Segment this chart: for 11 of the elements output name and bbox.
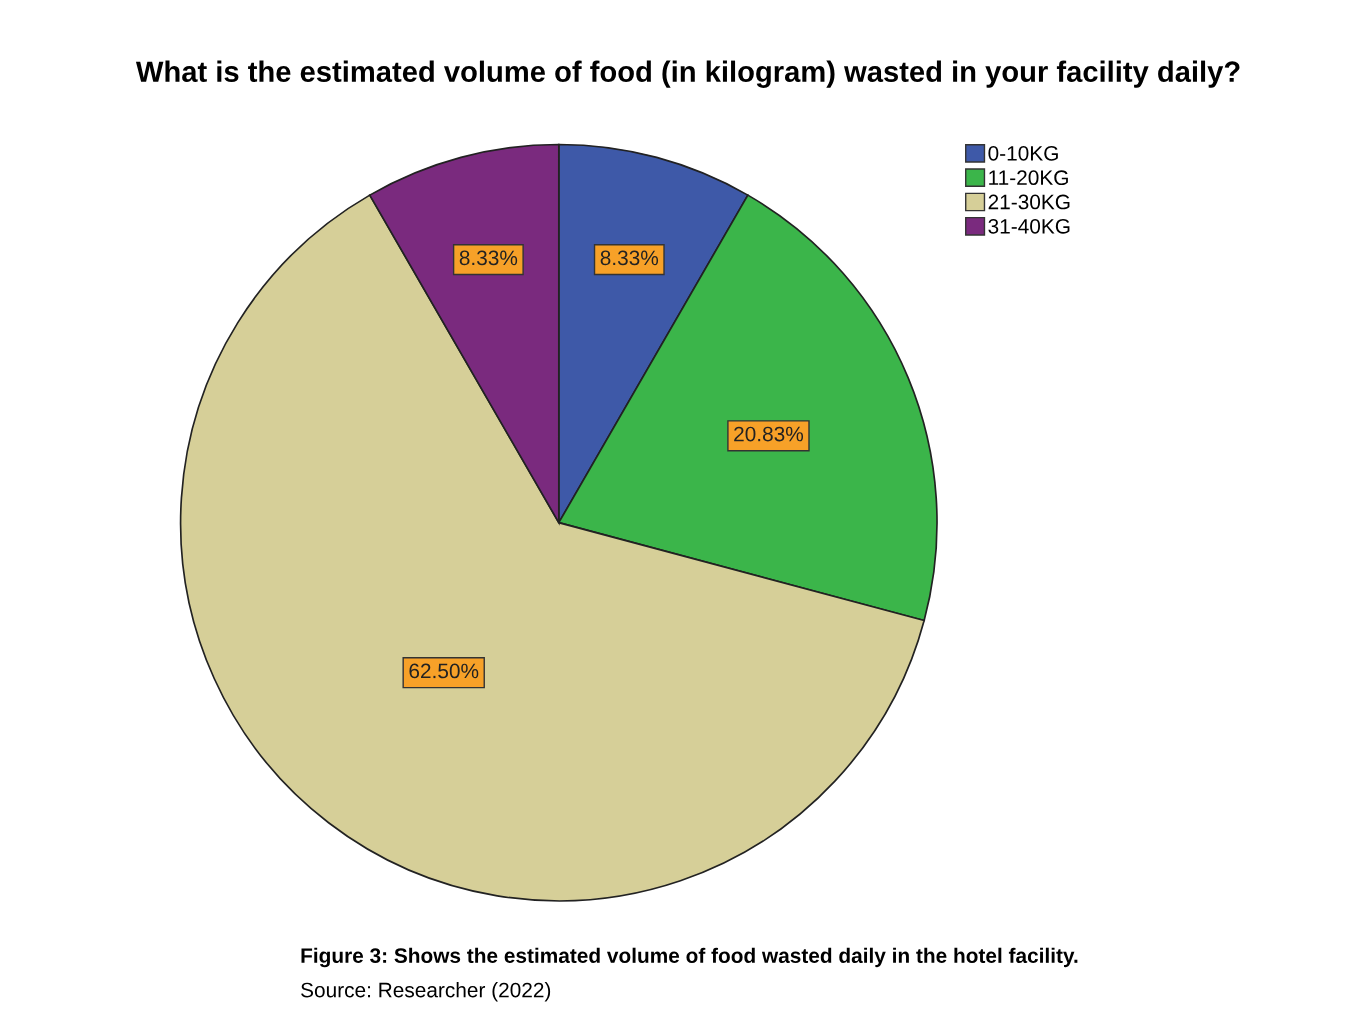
data-label: 62.50% [409, 663, 479, 679]
source-note: Source: Researcher (2022) [301, 982, 551, 1002]
legend-label: 21-30KG [988, 194, 1070, 210]
data-label: 8.33% [600, 250, 659, 266]
legend-label: 0-10KG [988, 145, 1058, 161]
data-label: 20.83% [734, 426, 804, 442]
legend-label: 11-20KG [989, 170, 1068, 186]
legend-label: 31-40KG [988, 218, 1070, 234]
chart-title: What is the estimated volume of food (in kilogram) wasted in your facility daily? [135, 60, 1240, 88]
caption: Figure 3: Shows the estimated volume of food wasted daily in the hotel facility. [301, 947, 1078, 968]
data-label: 8.33% [459, 250, 518, 266]
